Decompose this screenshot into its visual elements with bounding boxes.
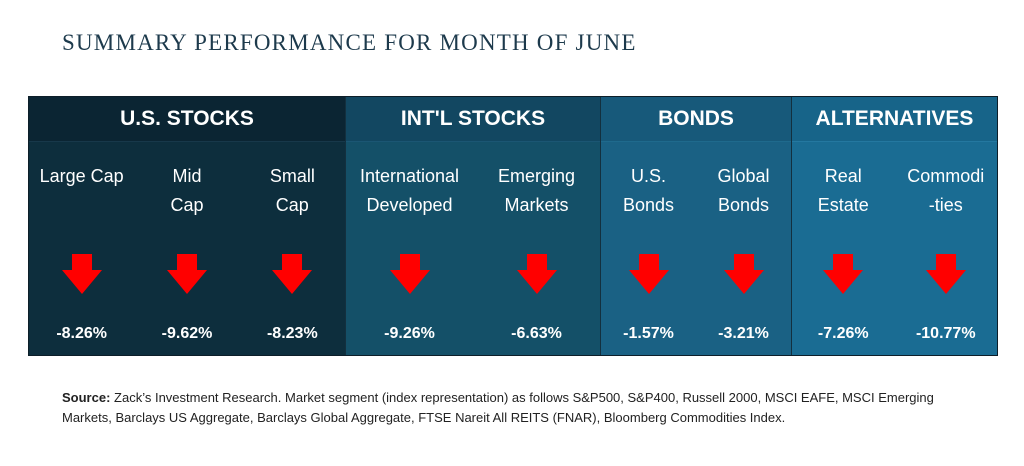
group-alternatives: ALTERNATIVES Real Estate -7.26% Commodi …: [792, 97, 997, 355]
group-header: U.S. STOCKS: [29, 97, 345, 142]
segment-value: -9.26%: [384, 325, 435, 342]
segment-label: Global Bonds: [717, 166, 770, 215]
segment-label: International Developed: [359, 166, 460, 215]
down-arrow-icon: [61, 254, 102, 294]
down-arrow-icon: [925, 254, 966, 294]
down-arrow-icon: [516, 254, 557, 294]
source-text: Zack’s Investment Research. Market segme…: [62, 390, 934, 425]
group-header: INT'L STOCKS: [346, 97, 600, 142]
segment-label: Large Cap: [39, 166, 124, 186]
group-intl-stocks: INT'L STOCKS International Developed -9.…: [346, 97, 601, 355]
segment-value: -3.21%: [718, 325, 769, 342]
segment-label: Real Estate: [817, 166, 869, 215]
down-arrow-icon: [723, 254, 764, 294]
segment-small-cap: Small Cap -8.23%: [240, 142, 345, 357]
group-header: ALTERNATIVES: [792, 97, 997, 142]
source-label: Source:: [62, 390, 111, 405]
segment-global-bonds: Global Bonds -3.21%: [696, 142, 791, 357]
segment-label: Mid Cap: [170, 166, 204, 215]
segment-large-cap: Large Cap -8.26%: [29, 142, 134, 357]
group-us-stocks: U.S. STOCKS Large Cap -8.26% Mid Cap -9.…: [29, 97, 346, 355]
segment-value: -6.63%: [511, 325, 562, 342]
segment-value: -1.57%: [623, 325, 674, 342]
segment-mid-cap: Mid Cap -9.62%: [134, 142, 239, 357]
segment-label: U.S. Bonds: [622, 166, 675, 215]
segment-us-bonds: U.S. Bonds -1.57%: [601, 142, 696, 357]
segment-emerging-markets: Emerging Markets -6.63%: [473, 142, 600, 357]
segment-commodities: Commodi -ties -10.77%: [895, 142, 998, 357]
group-header: BONDS: [601, 97, 791, 142]
segment-value: -8.26%: [56, 325, 108, 342]
source-note: Source: Zack’s Investment Research. Mark…: [62, 388, 942, 428]
down-arrow-icon: [823, 254, 864, 294]
segment-value: -10.77%: [915, 325, 976, 342]
segment-real-estate: Real Estate -7.26%: [792, 142, 895, 357]
page-title: SUMMARY PERFORMANCE FOR MONTH OF JUNE: [62, 30, 637, 55]
down-arrow-icon: [272, 254, 313, 294]
segment-label: Emerging Markets: [497, 166, 576, 215]
group-bonds: BONDS U.S. Bonds -1.57% Global Bonds -3.…: [601, 97, 792, 355]
down-arrow-icon: [389, 254, 430, 294]
segment-label: Commodi -ties: [907, 166, 985, 215]
segment-value: -7.26%: [817, 325, 869, 342]
performance-panel: U.S. STOCKS Large Cap -8.26% Mid Cap -9.…: [28, 96, 998, 356]
segment-label: Small Cap: [269, 166, 315, 215]
segment-value: -8.23%: [266, 325, 318, 342]
segment-value: -9.62%: [161, 325, 213, 342]
segment-international-developed: International Developed -9.26%: [346, 142, 473, 357]
down-arrow-icon: [166, 254, 207, 294]
down-arrow-icon: [628, 254, 669, 294]
